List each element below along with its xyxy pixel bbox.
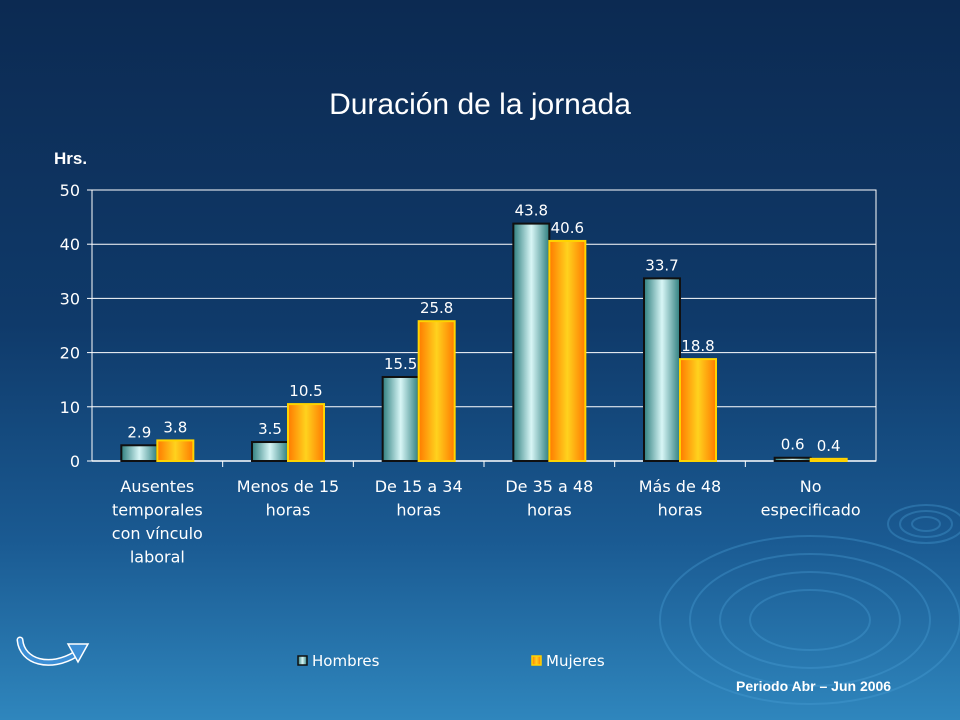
data-label-mujeres: 25.8 bbox=[420, 299, 453, 317]
data-label-mujeres: 18.8 bbox=[681, 337, 714, 355]
data-label-hombres: 0.6 bbox=[781, 436, 805, 454]
return-arrow-icon[interactable] bbox=[16, 636, 90, 670]
data-label-hombres: 33.7 bbox=[645, 256, 678, 274]
bar-mujeres bbox=[548, 239, 587, 462]
bar-hombres bbox=[381, 375, 420, 462]
x-category-label: De 15 a 34 horas bbox=[375, 477, 463, 520]
y-tick-label: 20 bbox=[60, 344, 80, 363]
y-tick-label: 40 bbox=[60, 235, 80, 254]
data-label-mujeres: 40.6 bbox=[551, 219, 584, 237]
period-label: Periodo Abr – Jun 2006 bbox=[736, 678, 892, 694]
bar-hombres bbox=[251, 441, 289, 462]
plot-area: 0 10 20 30 40 50 2.9 3.8 Ausentes temporales con v… bbox=[60, 181, 877, 567]
y-tick-label: 50 bbox=[60, 181, 80, 200]
x-category-label: Más de 48 horas bbox=[639, 477, 721, 520]
x-category-label: Ausentes temporales con vínculo laboral bbox=[112, 477, 203, 567]
data-label-hombres: 43.8 bbox=[515, 202, 548, 220]
data-label-hombres: 3.5 bbox=[258, 420, 282, 438]
bar-mujeres bbox=[679, 358, 717, 463]
y-axis-unit: Hrs. bbox=[54, 149, 88, 168]
bar-mujeres bbox=[809, 457, 848, 463]
legend-swatch-hombres bbox=[297, 655, 308, 666]
legend-label-hombres: Hombres bbox=[312, 652, 380, 670]
data-label-mujeres: 10.5 bbox=[289, 382, 322, 400]
x-category-label: No especificado bbox=[761, 477, 861, 520]
bar-hombres bbox=[120, 444, 159, 463]
bar-hombres bbox=[773, 456, 812, 462]
bar-mujeres bbox=[287, 403, 325, 462]
legend-label-mujeres: Mujeres bbox=[546, 652, 605, 670]
data-label-mujeres: 0.4 bbox=[817, 437, 841, 455]
bar-mujeres bbox=[417, 320, 456, 462]
data-label-mujeres: 3.8 bbox=[163, 418, 187, 436]
x-category-label: De 35 a 48 horas bbox=[505, 477, 593, 520]
legend-swatch-mujeres bbox=[531, 655, 542, 666]
x-category-label: Menos de 15 horas bbox=[237, 477, 339, 520]
legend: Hombres Mujeres bbox=[297, 652, 605, 670]
plot-frame bbox=[91, 189, 877, 462]
y-tick-label: 0 bbox=[70, 452, 80, 471]
bar-hombres bbox=[512, 222, 551, 462]
data-label-hombres: 15.5 bbox=[384, 355, 417, 373]
bar-mujeres bbox=[156, 439, 195, 462]
y-tick-label: 10 bbox=[60, 398, 80, 417]
chart-title: Duración de la jornada bbox=[329, 88, 631, 121]
bar-hombres bbox=[643, 277, 681, 463]
y-tick-label: 30 bbox=[60, 289, 80, 308]
data-label-hombres: 2.9 bbox=[127, 423, 151, 441]
